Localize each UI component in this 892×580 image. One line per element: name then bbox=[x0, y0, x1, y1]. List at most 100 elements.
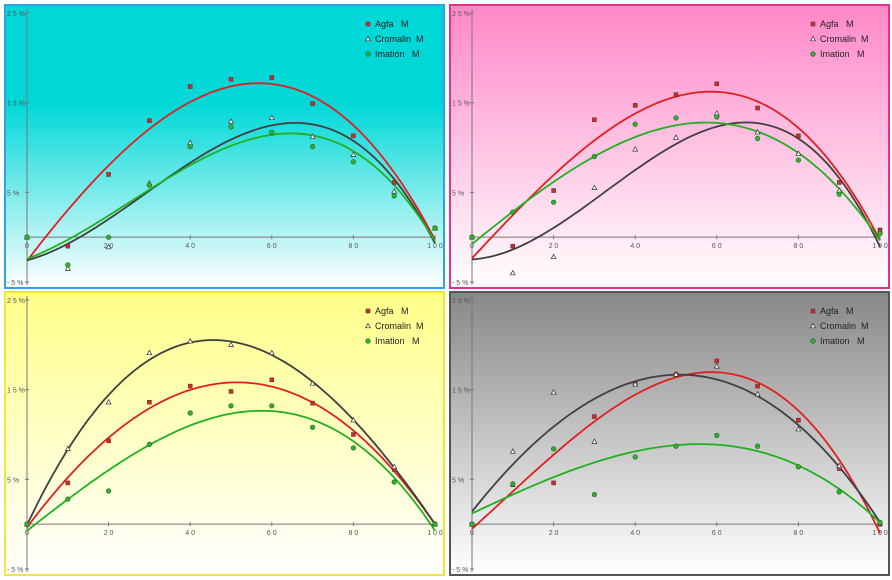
x-tick-label: 0 bbox=[25, 243, 29, 250]
data-point-square bbox=[269, 75, 275, 80]
data-point-square bbox=[187, 383, 193, 389]
data-point-circle bbox=[714, 114, 720, 120]
data-point-square bbox=[551, 188, 556, 193]
data-point-square bbox=[310, 101, 315, 106]
data-point-circle bbox=[510, 209, 516, 215]
data-point-square bbox=[592, 414, 597, 419]
data-point-circle bbox=[146, 182, 152, 188]
legend-label: Agfa M bbox=[375, 306, 409, 316]
data-point-triangle bbox=[591, 438, 598, 444]
legend-marker-triangle bbox=[810, 35, 816, 42]
data-point-square bbox=[65, 480, 71, 486]
data-point-circle bbox=[877, 519, 883, 525]
legend-marker-circle bbox=[365, 51, 371, 57]
data-point-circle bbox=[24, 521, 30, 527]
x-tick-label: 4 0 bbox=[630, 530, 640, 537]
legend-marker-circle bbox=[365, 338, 371, 344]
data-point-triangle bbox=[632, 380, 639, 387]
data-point-square bbox=[755, 383, 760, 389]
data-point-triangle bbox=[713, 363, 720, 369]
data-point-square bbox=[755, 105, 760, 111]
data-point-square bbox=[310, 400, 315, 406]
data-point-triangle bbox=[795, 425, 802, 432]
legend-label: Imation M bbox=[375, 336, 420, 346]
data-point-triangle bbox=[309, 133, 316, 139]
data-point-square bbox=[351, 432, 356, 437]
x-tick-label: 0 bbox=[470, 530, 474, 537]
series-line-1 bbox=[26, 122, 436, 262]
data-point-square bbox=[592, 117, 597, 122]
data-point-triangle bbox=[64, 445, 71, 451]
data-point-circle bbox=[350, 445, 357, 451]
series-line-2 bbox=[26, 409, 436, 532]
data-point-square bbox=[228, 389, 234, 394]
series-line-2 bbox=[471, 121, 881, 245]
data-point-square bbox=[106, 438, 111, 444]
data-point-circle bbox=[550, 446, 557, 452]
series-line-0 bbox=[26, 82, 436, 262]
data-point-triangle bbox=[836, 462, 843, 469]
data-point-circle bbox=[187, 144, 193, 150]
data-point-circle bbox=[391, 193, 397, 199]
data-point-circle bbox=[836, 191, 842, 197]
data-point-circle bbox=[673, 115, 679, 121]
data-point-triangle bbox=[228, 341, 234, 347]
data-point-triangle bbox=[673, 371, 679, 377]
data-point-square bbox=[147, 118, 152, 123]
data-point-circle bbox=[795, 157, 802, 163]
x-tick-label: 4 0 bbox=[185, 530, 195, 537]
legend-marker-circle bbox=[810, 338, 816, 344]
data-point-triangle bbox=[550, 253, 557, 260]
data-point-circle bbox=[105, 234, 112, 240]
data-point-square bbox=[391, 180, 397, 185]
y-tick-label: - 5 % bbox=[7, 567, 23, 574]
x-tick-label: 8 0 bbox=[794, 530, 804, 537]
y-tick-label: 1 5 % bbox=[7, 101, 25, 108]
data-point-circle bbox=[755, 135, 761, 142]
legend-label: Imation M bbox=[820, 336, 865, 346]
data-point-triangle bbox=[146, 349, 153, 356]
data-point-square bbox=[673, 92, 679, 97]
data-point-square bbox=[147, 399, 152, 405]
x-tick-label: 0 bbox=[25, 530, 29, 537]
data-point-triangle bbox=[391, 463, 398, 469]
data-point-square bbox=[269, 377, 275, 383]
data-point-triangle bbox=[632, 145, 639, 152]
legend-marker-square bbox=[810, 21, 816, 27]
x-tick-label: 6 0 bbox=[712, 530, 722, 537]
data-point-circle bbox=[755, 443, 761, 449]
x-tick-label: 6 0 bbox=[267, 530, 277, 537]
data-point-triangle bbox=[105, 243, 112, 250]
data-point-circle bbox=[228, 124, 234, 130]
data-point-triangle bbox=[268, 349, 275, 356]
data-point-square bbox=[351, 133, 356, 139]
data-point-triangle bbox=[754, 128, 761, 135]
chart-panel-bottom-right: - 5 % 5 % 1 5 % 2 5 % 0 2 0 4 0 6 0 8 0 1 0 0 Agfa… bbox=[449, 291, 890, 576]
data-point-square bbox=[714, 81, 720, 87]
data-point-circle bbox=[432, 225, 438, 231]
legend-label: Cromalin M bbox=[375, 321, 424, 331]
legend-marker-circle bbox=[810, 51, 816, 57]
legend-label: Cromalin M bbox=[820, 34, 869, 44]
legend-marker-triangle bbox=[810, 322, 816, 329]
data-point-triangle bbox=[309, 380, 316, 386]
data-point-triangle bbox=[673, 134, 679, 140]
data-point-square bbox=[632, 103, 638, 108]
data-point-circle bbox=[391, 479, 397, 485]
data-point-circle bbox=[105, 488, 112, 494]
x-tick-label: 4 0 bbox=[630, 243, 640, 250]
data-point-triangle bbox=[754, 390, 761, 397]
data-point-circle bbox=[836, 489, 842, 495]
x-tick-label: 1 0 0 bbox=[427, 530, 443, 537]
data-point-triangle bbox=[795, 150, 802, 156]
data-point-triangle bbox=[509, 448, 516, 454]
data-point-circle bbox=[591, 491, 597, 498]
y-tick-label: 1 5 % bbox=[452, 101, 470, 108]
data-point-circle bbox=[673, 443, 679, 449]
legend-label: Agfa M bbox=[820, 19, 854, 29]
